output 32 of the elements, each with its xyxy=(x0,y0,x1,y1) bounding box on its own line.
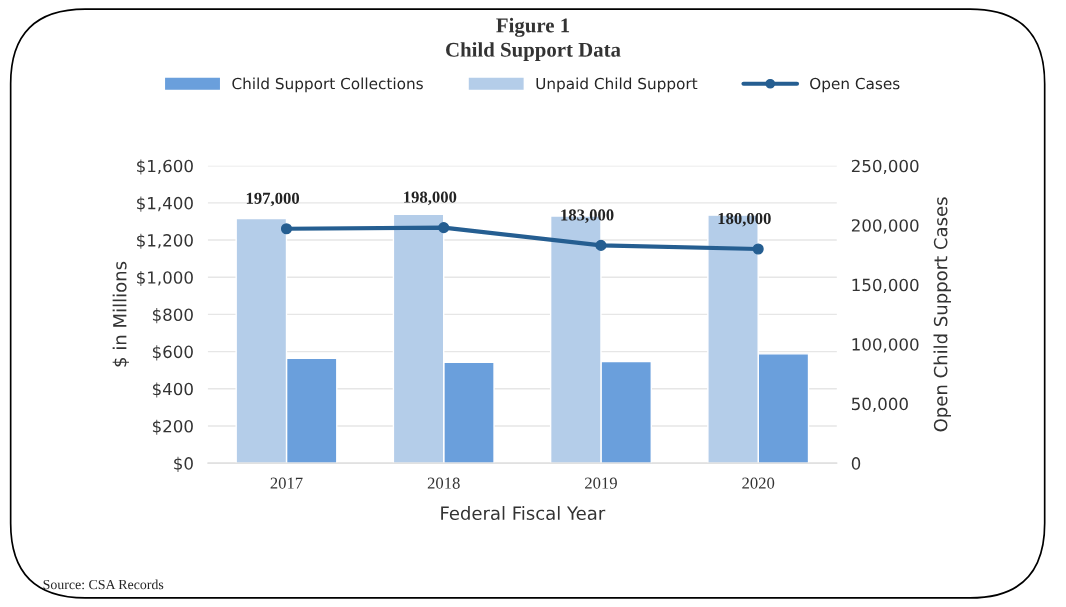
data-label: 183,000 xyxy=(561,209,614,223)
y2-tick-label: 200,000 xyxy=(851,219,919,234)
y-tick-label: $1,400 xyxy=(137,196,193,212)
y-tick-label: $0 xyxy=(174,456,193,472)
chart-subtitle: Child Support Data xyxy=(446,42,621,62)
y-tick-label: $800 xyxy=(152,308,193,324)
y-axis-title: $ in Millions xyxy=(112,261,130,367)
y-tick-label: $1,000 xyxy=(137,270,193,287)
y-tick-label: $600 xyxy=(152,345,193,361)
legend-label: Child Support Collections xyxy=(232,77,423,93)
legend-label: Open Cases xyxy=(810,77,900,93)
source-note: Source: CSA Records xyxy=(43,579,164,590)
y2-tick-label: 250,000 xyxy=(851,159,919,174)
data-label: 197,000 xyxy=(246,192,300,207)
x-tick-label: 2019 xyxy=(585,477,617,489)
y2-axis-title: Open Child Support Cases xyxy=(933,197,951,432)
y-tick-label: $1,200 xyxy=(137,233,193,249)
y2-tick-label: 100,000 xyxy=(852,338,919,353)
x-tick-label: 2020 xyxy=(742,477,775,489)
y2-tick-label: 0 xyxy=(851,457,861,470)
data-label: 198,000 xyxy=(404,191,457,206)
chart-title: Figure 1 xyxy=(496,17,570,37)
y2-tick-label: 150,000 xyxy=(852,278,919,293)
y-tick-label: $200 xyxy=(152,419,193,435)
y2-tick-label: 50,000 xyxy=(851,397,908,412)
x-axis-title: Federal Fiscal Year xyxy=(441,506,606,521)
y-tick-label: $1,600 xyxy=(137,159,193,175)
y-tick-label: $400 xyxy=(152,382,193,398)
data-label: 180,000 xyxy=(718,212,771,227)
x-tick-label: 2018 xyxy=(427,477,460,489)
legend-label: Unpaid Child Support xyxy=(536,77,698,93)
x-tick-label: 2017 xyxy=(270,477,303,489)
